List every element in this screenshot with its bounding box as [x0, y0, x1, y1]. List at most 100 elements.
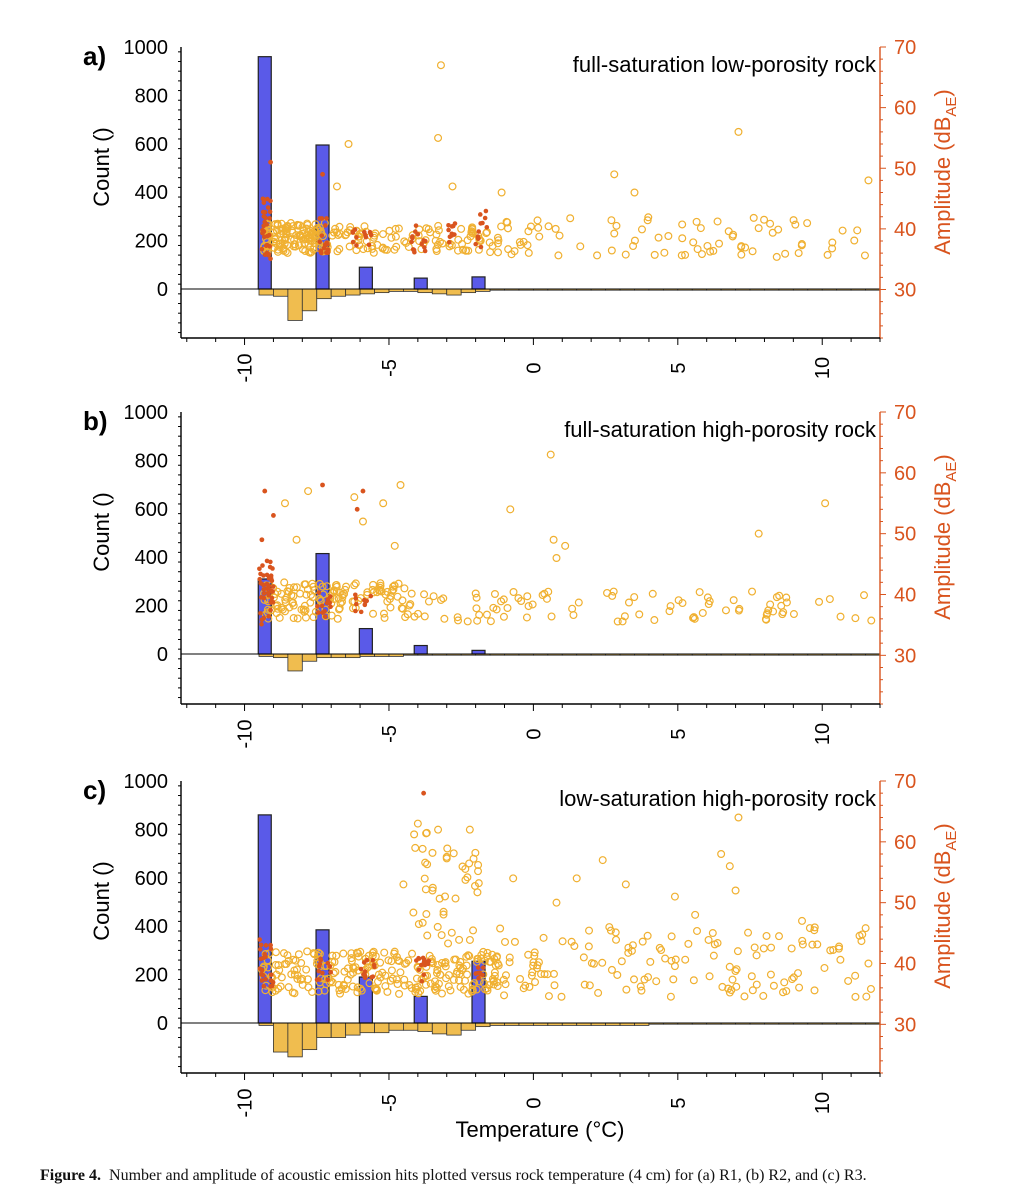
amplitude-point [782, 593, 791, 602]
amplitude-point [396, 481, 405, 490]
amplitude-point [379, 609, 388, 618]
amplitude-point [336, 599, 345, 608]
amplitude-point [772, 252, 781, 261]
amplitude-point [652, 977, 661, 986]
amplitude-point [391, 232, 400, 241]
amplitude-dot [484, 225, 490, 230]
amplitude-point [428, 848, 437, 857]
amplitude-point [308, 593, 317, 602]
amplitude-point [449, 849, 458, 858]
amplitude-dot [366, 242, 372, 248]
amplitude-dot [260, 209, 266, 215]
amplitude-point [453, 613, 462, 622]
amplitude-dot [258, 610, 263, 616]
amplitude-point [850, 236, 859, 245]
amplitude-dot [410, 234, 415, 239]
amplitude-point [735, 604, 744, 613]
amplitude-point [718, 982, 727, 991]
amplitude-point [296, 230, 305, 239]
amplitude-point [351, 579, 360, 588]
amplitude-point [825, 595, 834, 604]
amplitude-point [422, 829, 431, 838]
amplitude-point [610, 170, 619, 179]
count-bar [413, 644, 428, 655]
amplitude-point [666, 602, 675, 611]
amplitude-point [529, 961, 538, 970]
amplitude-point [820, 963, 829, 972]
caption-text: Number and amplitude of acoustic emissio… [109, 1167, 867, 1184]
amplitude-point [360, 222, 369, 231]
amplitude-point [439, 907, 448, 916]
amplitude-point [313, 951, 322, 960]
amplitude-point [414, 231, 423, 240]
amplitude-point [306, 590, 315, 599]
amplitude-point [671, 955, 680, 964]
amplitude-point [289, 614, 298, 623]
amplitude-dot [258, 947, 263, 952]
amplitude-point [547, 612, 556, 621]
amplitude-point [290, 583, 299, 592]
right-tick-label: 60 [894, 463, 916, 485]
amplitude-point [561, 541, 570, 550]
amplitude-point [507, 250, 516, 259]
right-tick-label: 30 [894, 1014, 916, 1036]
amplitude-point [635, 610, 644, 619]
amplitude-point [380, 613, 389, 622]
amplitude-point [280, 499, 289, 508]
amplitude-point [456, 983, 465, 992]
amplitude-dot [324, 600, 330, 606]
amplitude-point [434, 979, 443, 988]
amplitude-point [732, 965, 741, 974]
amplitude-point [519, 984, 528, 993]
panel-label: c) [83, 775, 106, 805]
amplitude-point [637, 986, 646, 995]
amplitude-point [384, 956, 393, 965]
amplitude-point [864, 959, 873, 968]
x-tick-label: 10 [812, 357, 834, 379]
amplitude-point [331, 581, 340, 590]
hist-bar [330, 288, 347, 297]
amplitude-point [335, 229, 344, 238]
amplitude-point [797, 241, 806, 250]
amplitude-dot [358, 609, 364, 615]
amplitude-point [567, 937, 576, 946]
right-tick-label: 30 [894, 645, 916, 667]
amplitude-point [454, 616, 463, 625]
amplitude-point [391, 224, 400, 233]
left-tick-label: 1000 [124, 37, 169, 59]
amplitude-point [488, 974, 497, 983]
amplitude-point [436, 61, 445, 70]
amplitude-point [754, 529, 763, 538]
amplitude-point [505, 953, 514, 962]
amplitude-point [332, 182, 341, 191]
amplitude-dot [316, 977, 322, 982]
amplitude-point [611, 928, 620, 937]
amplitude-point [423, 860, 432, 869]
amplitude-point [617, 957, 626, 966]
amplitude-point [594, 988, 603, 997]
hist-bar [301, 653, 318, 662]
amplitude-point [752, 951, 761, 960]
hist-bar [359, 288, 375, 295]
amplitude-dot [353, 608, 358, 614]
figure-caption: Figure 4. Number and amplitude of acoust… [40, 1167, 1020, 1185]
amplitude-point [759, 944, 768, 953]
amplitude-dot [268, 984, 273, 989]
amplitude-point [475, 610, 484, 619]
amplitude-point [472, 604, 481, 613]
amplitude-point [501, 971, 510, 980]
amplitude-point [432, 230, 441, 239]
amplitude-point [456, 957, 465, 966]
amplitude-point [290, 235, 299, 244]
amplitude-point [568, 604, 577, 613]
amplitude-dot [475, 965, 481, 970]
amplitude-dot [268, 942, 273, 948]
amplitude-point [451, 894, 460, 903]
x-tick-label: 0 [523, 728, 545, 739]
amplitude-point [864, 176, 873, 185]
amplitude-point [493, 982, 502, 991]
amplitude-point [650, 250, 659, 259]
amplitude-point [377, 587, 386, 596]
amplitude-point [618, 617, 627, 626]
